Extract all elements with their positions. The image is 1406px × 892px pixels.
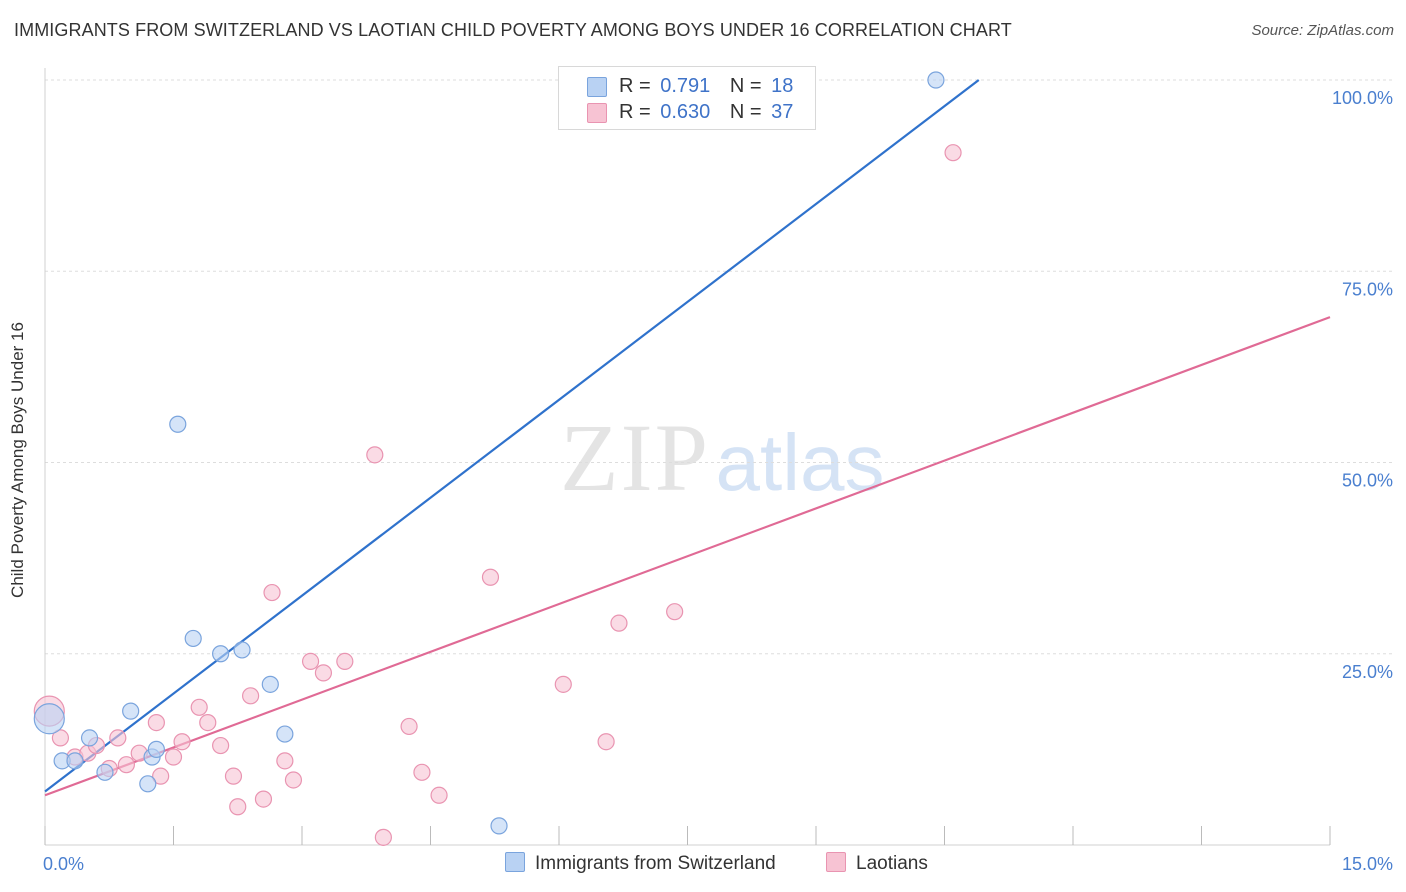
trend-line-switzerland (44, 79, 980, 793)
point-switzerland (147, 740, 165, 758)
point-laotians (554, 675, 572, 693)
legend-swatch-laotians (587, 103, 607, 123)
legend-n-label: N = (729, 101, 762, 123)
legend-n-value: 18 (771, 75, 794, 97)
legend-r-label: R = (619, 101, 651, 123)
point-switzerland (96, 763, 114, 781)
point-switzerland (490, 817, 508, 835)
point-switzerland (212, 645, 230, 663)
point-laotians (229, 798, 247, 816)
point-laotians (242, 687, 260, 705)
point-laotians (190, 698, 208, 716)
point-laotians (152, 767, 170, 785)
x-tick-label-end: 15.0% (1342, 854, 1393, 874)
y-tick-label: 100.0% (1332, 88, 1393, 108)
legend-r-value: 0.630 (660, 101, 711, 123)
point-switzerland (261, 675, 279, 693)
x-tick-label-start: 0.0% (43, 854, 84, 874)
point-laotians (224, 767, 243, 785)
grid-layer (45, 79, 1392, 655)
point-laotians (314, 664, 333, 682)
bottom-legend-laotians: Laotians (826, 852, 928, 876)
point-switzerland (80, 729, 99, 747)
point-switzerland (169, 415, 187, 433)
point-switzerland (276, 725, 294, 743)
point-laotians (430, 786, 448, 804)
point-laotians (301, 652, 320, 671)
y-tick-label: 25.0% (1342, 662, 1393, 682)
point-laotians (109, 729, 127, 747)
point-laotians (164, 748, 183, 766)
bottom-legend-swatch-laotians (826, 852, 846, 872)
legend-r-label: R = (619, 75, 651, 97)
point-switzerland (122, 702, 140, 720)
point-switzerland (33, 703, 65, 735)
bottom-legend-switzerland: Immigrants from Switzerland (505, 852, 776, 876)
point-laotians (51, 729, 70, 747)
point-laotians (117, 756, 135, 774)
point-laotians (263, 583, 281, 602)
trend-line-laotians (44, 316, 1331, 797)
y-tick-label: 50.0% (1342, 471, 1393, 491)
point-layer (33, 71, 962, 846)
point-laotians (374, 828, 392, 846)
point-laotians (173, 733, 191, 751)
point-laotians (944, 144, 962, 162)
point-laotians (400, 717, 418, 736)
point-laotians (413, 763, 431, 781)
legend-swatch-switzerland (587, 77, 607, 97)
watermark-zip: ZIP (560, 404, 710, 511)
chart-title: IMMIGRANTS FROM SWITZERLAND VS LAOTIAN C… (14, 20, 1012, 40)
point-switzerland (184, 629, 202, 648)
point-switzerland (139, 775, 157, 793)
point-laotians (336, 652, 354, 671)
point-laotians (666, 603, 684, 621)
y-tick-label: 75.0% (1342, 279, 1393, 299)
point-laotians (366, 446, 384, 464)
bottom-legend-label-laotians: Laotians (856, 853, 928, 874)
label-layer: 25.0% 50.0% 75.0% 100.0% 0.0% 15.0% (43, 88, 1393, 874)
point-laotians (481, 568, 500, 586)
watermark-atlas: atlas (716, 418, 885, 507)
point-switzerland (66, 752, 84, 770)
correlation-legend: R = 0.791 N = 18 R = 0.630 N = 37 (558, 66, 816, 130)
legend-row-laotians: R = 0.630 N = 37 (619, 101, 793, 127)
point-laotians (147, 713, 165, 732)
bottom-legend-label-switzerland: Immigrants from Switzerland (535, 853, 776, 874)
axis-layer (44, 68, 1331, 846)
legend-row-switzerland: R = 0.791 N = 18 (619, 75, 793, 101)
point-laotians (199, 713, 217, 732)
point-laotians (254, 790, 273, 808)
chart-source: Source: ZipAtlas.com (1251, 22, 1394, 39)
trend-layer (44, 79, 1331, 797)
point-laotians (284, 771, 303, 789)
point-laotians (597, 733, 615, 751)
bottom-legend-swatch-switzerland (505, 852, 525, 872)
legend-n-label: N = (729, 75, 762, 97)
point-switzerland (927, 71, 945, 89)
legend-r-value: 0.791 (660, 75, 711, 97)
point-switzerland (233, 641, 251, 659)
point-laotians (610, 614, 628, 632)
point-laotians (276, 752, 294, 770)
point-laotians (212, 736, 230, 755)
legend-n-value: 37 (771, 101, 794, 123)
